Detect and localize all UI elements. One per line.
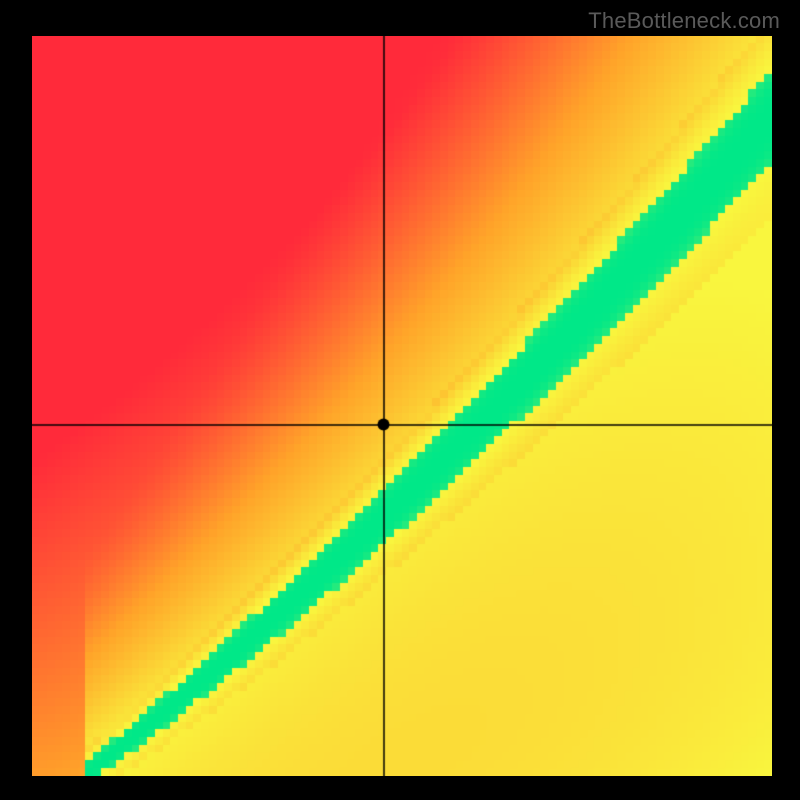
- chart-container: TheBottleneck.com: [0, 0, 800, 800]
- bottleneck-heatmap: [32, 36, 772, 776]
- watermark-label: TheBottleneck.com: [588, 8, 780, 34]
